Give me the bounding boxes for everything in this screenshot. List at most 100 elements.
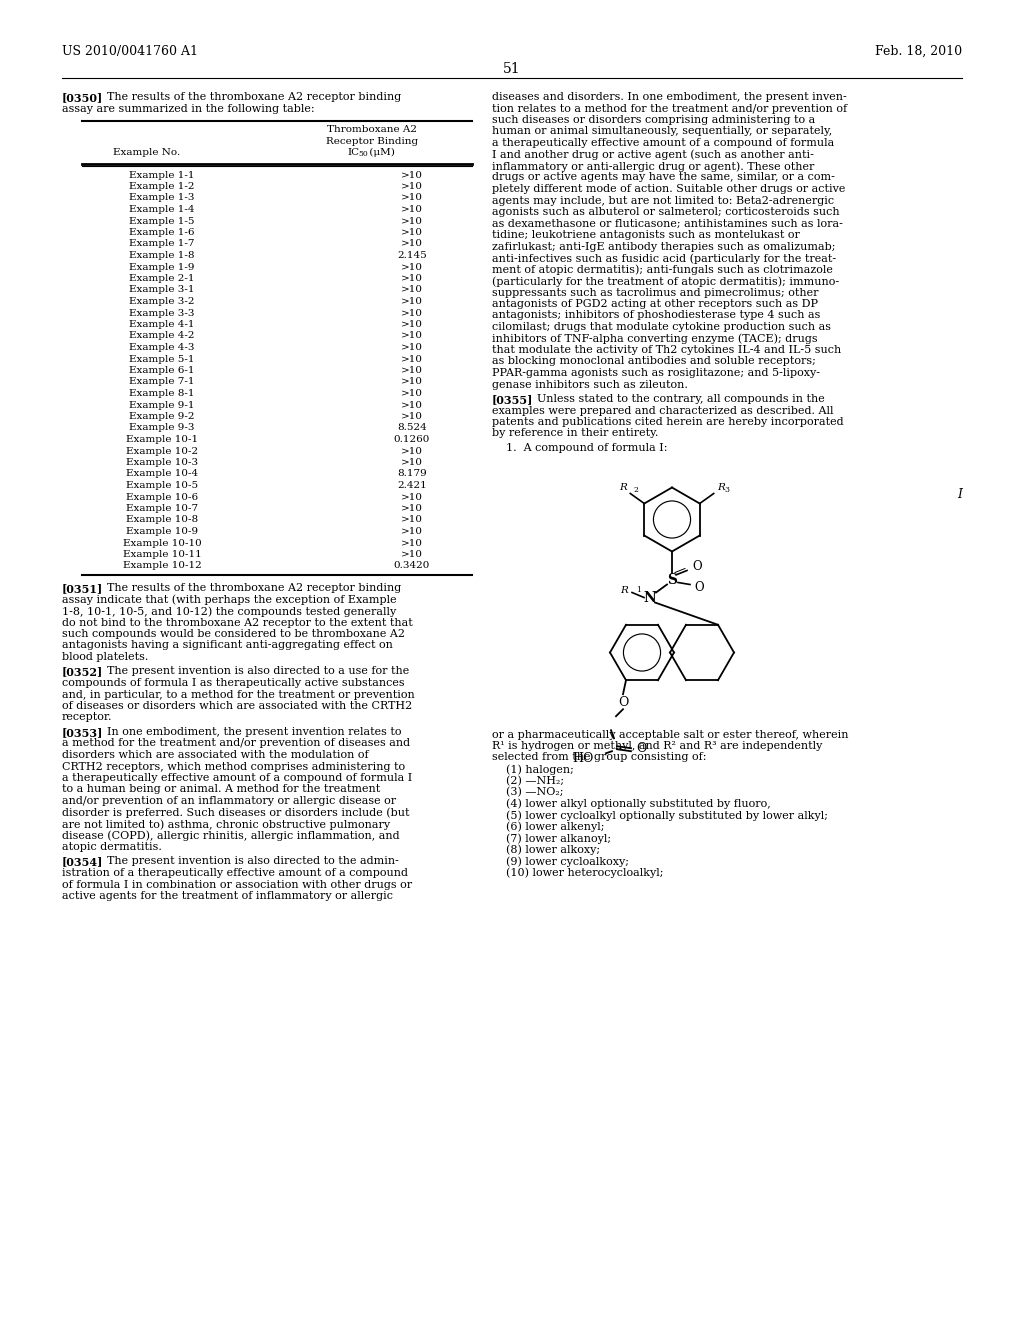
Text: Example 6-1: Example 6-1 xyxy=(129,366,195,375)
Text: [0350]: [0350] xyxy=(62,92,103,103)
Text: (3) —NO₂;: (3) —NO₂; xyxy=(492,787,563,797)
Text: antagonists having a significant anti-aggregating effect on: antagonists having a significant anti-ag… xyxy=(62,640,393,651)
Text: Example 9-3: Example 9-3 xyxy=(129,424,195,433)
Text: inhibitors of TNF-alpha converting enzyme (TACE); drugs: inhibitors of TNF-alpha converting enzym… xyxy=(492,334,817,345)
Text: antagonists; inhibitors of phoshodiesterase type 4 such as: antagonists; inhibitors of phoshodiester… xyxy=(492,310,820,321)
Text: Example 10-7: Example 10-7 xyxy=(126,504,198,513)
Text: Example 2-1: Example 2-1 xyxy=(129,275,195,282)
Text: >10: >10 xyxy=(401,228,423,238)
Text: ment of atopic dermatitis); anti-fungals such as clotrimazole: ment of atopic dermatitis); anti-fungals… xyxy=(492,264,833,275)
Text: selected from the group consisting of:: selected from the group consisting of: xyxy=(492,752,707,763)
Text: Example 10-2: Example 10-2 xyxy=(126,446,198,455)
Text: >10: >10 xyxy=(401,309,423,318)
Text: (4) lower alkyl optionally substituted by fluoro,: (4) lower alkyl optionally substituted b… xyxy=(492,799,771,809)
Text: antagonists of PGD2 acting at other receptors such as DP: antagonists of PGD2 acting at other rece… xyxy=(492,300,818,309)
Text: Example 9-2: Example 9-2 xyxy=(129,412,195,421)
Text: examples were prepared and characterized as described. All: examples were prepared and characterized… xyxy=(492,405,834,416)
Text: [0352]: [0352] xyxy=(62,667,103,677)
Text: anti-infectives such as fusidic acid (particularly for the treat-: anti-infectives such as fusidic acid (pa… xyxy=(492,253,837,264)
Text: pletely different mode of action. Suitable other drugs or active: pletely different mode of action. Suitab… xyxy=(492,183,846,194)
Text: Example 10-10: Example 10-10 xyxy=(123,539,202,548)
Text: Example 10-9: Example 10-9 xyxy=(126,527,198,536)
Text: Thromboxane A2: Thromboxane A2 xyxy=(327,125,417,135)
Text: >10: >10 xyxy=(401,355,423,363)
Text: a method for the treatment and/or prevention of diseases and: a method for the treatment and/or preven… xyxy=(62,738,411,748)
Text: >10: >10 xyxy=(401,446,423,455)
Text: agents may include, but are not limited to: Beta2-adrenergic: agents may include, but are not limited … xyxy=(492,195,835,206)
Text: >10: >10 xyxy=(401,343,423,352)
Text: 3: 3 xyxy=(725,487,730,495)
Text: 0.1260: 0.1260 xyxy=(394,436,430,444)
Text: (μM): (μM) xyxy=(366,148,395,157)
Text: I and another drug or active agent (such as another anti-: I and another drug or active agent (such… xyxy=(492,149,814,160)
Text: inflammatory or anti-allergic drug or agent). These other: inflammatory or anti-allergic drug or ag… xyxy=(492,161,814,172)
Text: or a pharmaceutically acceptable salt or ester thereof, wherein: or a pharmaceutically acceptable salt or… xyxy=(492,730,849,739)
Text: (6) lower alkenyl;: (6) lower alkenyl; xyxy=(492,821,604,832)
Text: [0355]: [0355] xyxy=(492,393,534,405)
Text: [0353]: [0353] xyxy=(62,727,103,738)
Text: cilomilast; drugs that modulate cytokine production such as: cilomilast; drugs that modulate cytokine… xyxy=(492,322,831,333)
Text: R: R xyxy=(620,483,628,491)
Text: In one embodiment, the present invention relates to: In one embodiment, the present invention… xyxy=(100,727,401,737)
Text: zafirlukast; anti-IgE antibody therapies such as omalizumab;: zafirlukast; anti-IgE antibody therapies… xyxy=(492,242,836,252)
Text: are not limited to) asthma, chronic obstructive pulmonary: are not limited to) asthma, chronic obst… xyxy=(62,818,390,829)
Text: disorders which are associated with the modulation of: disorders which are associated with the … xyxy=(62,750,369,760)
Text: 0.3420: 0.3420 xyxy=(394,561,430,570)
Text: >10: >10 xyxy=(401,182,423,191)
Text: Example 1-2: Example 1-2 xyxy=(129,182,195,191)
Text: a therapeutically effective amount of a compound of formula: a therapeutically effective amount of a … xyxy=(492,139,835,148)
Text: >10: >10 xyxy=(401,275,423,282)
Text: that modulate the activity of Th2 cytokines IL-4 and IL-5 such: that modulate the activity of Th2 cytoki… xyxy=(492,345,842,355)
Text: Example 3-3: Example 3-3 xyxy=(129,309,195,318)
Text: 8.179: 8.179 xyxy=(397,470,427,479)
Text: disease (COPD), allergic rhinitis, allergic inflammation, and: disease (COPD), allergic rhinitis, aller… xyxy=(62,830,399,841)
Text: >10: >10 xyxy=(401,412,423,421)
Text: Feb. 18, 2010: Feb. 18, 2010 xyxy=(874,45,962,58)
Text: >10: >10 xyxy=(401,331,423,341)
Text: 8.524: 8.524 xyxy=(397,424,427,433)
Text: >10: >10 xyxy=(401,366,423,375)
Text: and/or prevention of an inflammatory or allergic disease or: and/or prevention of an inflammatory or … xyxy=(62,796,396,807)
Text: (7) lower alkanoyl;: (7) lower alkanoyl; xyxy=(492,833,611,843)
Text: 51: 51 xyxy=(503,62,521,77)
Text: Example 1-7: Example 1-7 xyxy=(129,239,195,248)
Text: Example 10-11: Example 10-11 xyxy=(123,550,202,558)
Text: of formula I in combination or association with other drugs or: of formula I in combination or associati… xyxy=(62,879,412,890)
Text: Example No.: Example No. xyxy=(114,148,180,157)
Text: 1-8, 10-1, 10-5, and 10-12) the compounds tested generally: 1-8, 10-1, 10-5, and 10-12) the compound… xyxy=(62,606,396,616)
Text: Example 10-5: Example 10-5 xyxy=(126,480,198,490)
Text: 1: 1 xyxy=(636,586,641,594)
Text: Example 1-8: Example 1-8 xyxy=(129,251,195,260)
Text: such compounds would be considered to be thromboxane A2: such compounds would be considered to be… xyxy=(62,630,406,639)
Text: >10: >10 xyxy=(401,170,423,180)
Text: tidine; leukotriene antagonists such as montelukast or: tidine; leukotriene antagonists such as … xyxy=(492,230,800,240)
Text: >10: >10 xyxy=(401,504,423,513)
Text: Example 1-6: Example 1-6 xyxy=(129,228,195,238)
Text: >10: >10 xyxy=(401,458,423,467)
Text: Example 10-8: Example 10-8 xyxy=(126,516,198,524)
Text: do not bind to the thromboxane A2 receptor to the extent that: do not bind to the thromboxane A2 recept… xyxy=(62,618,413,627)
Text: drugs or active agents may have the same, similar, or a com-: drugs or active agents may have the same… xyxy=(492,173,835,182)
Text: Example 8-1: Example 8-1 xyxy=(129,389,195,399)
Text: The present invention is also directed to the admin-: The present invention is also directed t… xyxy=(100,857,399,866)
Text: assay indicate that (with perhaps the exception of Example: assay indicate that (with perhaps the ex… xyxy=(62,594,396,605)
Text: R¹ is hydrogen or methyl, and R² and R³ are independently: R¹ is hydrogen or methyl, and R² and R³ … xyxy=(492,741,822,751)
Text: O: O xyxy=(636,742,646,755)
Text: active agents for the treatment of inflammatory or allergic: active agents for the treatment of infla… xyxy=(62,891,393,902)
Text: and, in particular, to a method for the treatment or prevention: and, in particular, to a method for the … xyxy=(62,689,415,700)
Text: Example 10-6: Example 10-6 xyxy=(126,492,198,502)
Text: 2: 2 xyxy=(633,487,638,495)
Text: istration of a therapeutically effective amount of a compound: istration of a therapeutically effective… xyxy=(62,869,408,878)
Text: such diseases or disorders comprising administering to a: such diseases or disorders comprising ad… xyxy=(492,115,815,125)
Text: to a human being or animal. A method for the treatment: to a human being or animal. A method for… xyxy=(62,784,380,795)
Text: receptor.: receptor. xyxy=(62,713,113,722)
Text: [0351]: [0351] xyxy=(62,583,103,594)
Text: as blocking monoclonal antibodies and soluble receptors;: as blocking monoclonal antibodies and so… xyxy=(492,356,816,367)
Text: diseases and disorders. In one embodiment, the present inven-: diseases and disorders. In one embodimen… xyxy=(492,92,847,102)
Text: tion relates to a method for the treatment and/or prevention of: tion relates to a method for the treatme… xyxy=(492,103,847,114)
Text: Example 9-1: Example 9-1 xyxy=(129,400,195,409)
Text: assay are summarized in the following table:: assay are summarized in the following ta… xyxy=(62,103,314,114)
Text: Example 1-4: Example 1-4 xyxy=(129,205,195,214)
Text: Example 3-2: Example 3-2 xyxy=(129,297,195,306)
Text: 2.421: 2.421 xyxy=(397,480,427,490)
